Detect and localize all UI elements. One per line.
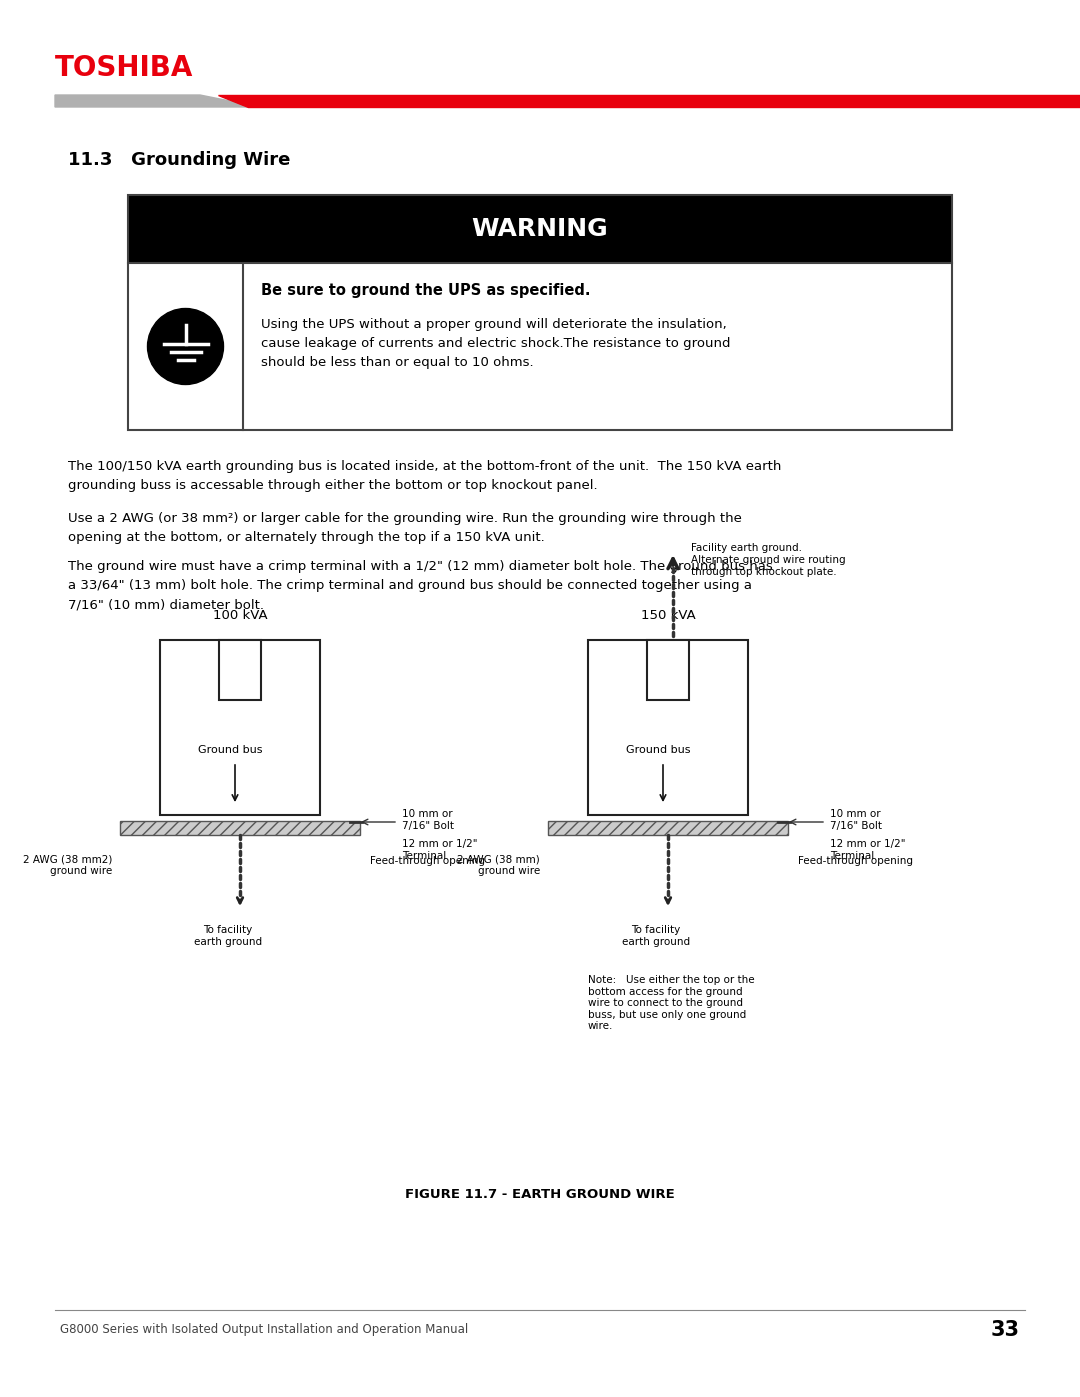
Text: Note:   Use either the top or the
bottom access for the ground
wire to connect t: Note: Use either the top or the bottom a… — [588, 975, 755, 1031]
Text: Using the UPS without a proper ground will deteriorate the insulation,
cause lea: Using the UPS without a proper ground wi… — [261, 319, 730, 369]
Text: 11.3   Grounding Wire: 11.3 Grounding Wire — [68, 151, 291, 169]
Bar — [120, 821, 360, 835]
Bar — [647, 640, 689, 700]
Bar — [129, 263, 951, 430]
Text: To facility
earth ground: To facility earth ground — [194, 925, 262, 947]
Text: 2 AWG (38 mm2)
ground wire: 2 AWG (38 mm2) ground wire — [23, 854, 112, 876]
Text: 2 AWG (38 mm)
ground wire: 2 AWG (38 mm) ground wire — [457, 854, 540, 876]
Polygon shape — [55, 95, 260, 108]
Text: Facility earth ground.
Alternate ground wire routing
through top knockout plate.: Facility earth ground. Alternate ground … — [691, 543, 846, 577]
Polygon shape — [218, 95, 1080, 108]
Text: The ground wire must have a crimp terminal with a 1/2" (12 mm) diameter bolt hol: The ground wire must have a crimp termin… — [68, 560, 773, 610]
Text: 12 mm or 1/2"
Terminal: 12 mm or 1/2" Terminal — [402, 840, 477, 861]
Text: 10 mm or
7/16" Bolt: 10 mm or 7/16" Bolt — [831, 809, 882, 831]
Text: FIGURE 11.7 - EARTH GROUND WIRE: FIGURE 11.7 - EARTH GROUND WIRE — [405, 1189, 675, 1201]
Text: Use a 2 AWG (or 38 mm²) or larger cable for the grounding wire. Run the groundin: Use a 2 AWG (or 38 mm²) or larger cable … — [68, 511, 742, 543]
Bar — [548, 821, 788, 835]
Bar — [129, 196, 951, 430]
Text: 12 mm or 1/2"
Terminal: 12 mm or 1/2" Terminal — [831, 840, 905, 861]
Text: G8000 Series with Isolated Output Installation and Operation Manual: G8000 Series with Isolated Output Instal… — [60, 1323, 469, 1337]
Text: Ground bus: Ground bus — [625, 745, 690, 754]
Text: TOSHIBA: TOSHIBA — [55, 54, 193, 82]
Text: To facility
earth ground: To facility earth ground — [622, 925, 690, 947]
Bar — [588, 640, 748, 814]
Bar — [129, 196, 951, 263]
Text: The 100/150 kVA earth grounding bus is located inside, at the bottom-front of th: The 100/150 kVA earth grounding bus is l… — [68, 460, 781, 492]
Text: WARNING: WARNING — [472, 217, 608, 242]
Bar — [160, 640, 320, 814]
Circle shape — [148, 309, 224, 384]
Text: Feed-through opening: Feed-through opening — [798, 856, 913, 866]
Text: Ground bus: Ground bus — [198, 745, 262, 754]
Text: 33: 33 — [991, 1320, 1020, 1340]
Text: 10 mm or
7/16" Bolt: 10 mm or 7/16" Bolt — [402, 809, 454, 831]
Bar — [219, 640, 261, 700]
Text: 150 kVA: 150 kVA — [640, 609, 696, 622]
Text: Feed-through opening: Feed-through opening — [370, 856, 485, 866]
Text: Be sure to ground the UPS as specified.: Be sure to ground the UPS as specified. — [261, 284, 591, 299]
Text: 100 kVA: 100 kVA — [213, 609, 268, 622]
